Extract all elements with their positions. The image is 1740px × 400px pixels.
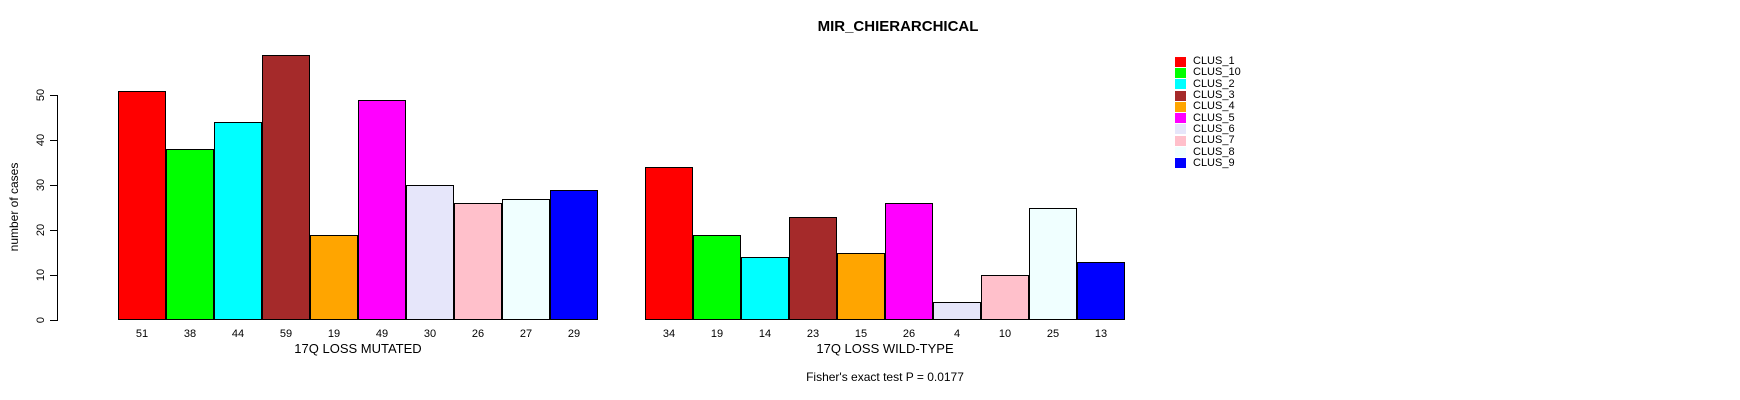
y-axis-tick [50, 275, 57, 276]
y-axis-line [57, 95, 58, 321]
legend-item-clus_10: CLUS_10 [1175, 67, 1241, 78]
bar-clus_1-group2 [645, 167, 693, 320]
bar-clus_6-group2 [933, 302, 981, 320]
legend-item-clus_1: CLUS_1 [1175, 56, 1241, 67]
bar-value-label: 4 [953, 328, 961, 340]
group-label-1: 17Q LOSS MUTATED [294, 341, 422, 356]
legend-item-clus_3: CLUS_3 [1175, 90, 1241, 101]
group-label-2: 17Q LOSS WILD-TYPE [816, 341, 954, 356]
legend-label: CLUS_10 [1193, 66, 1241, 79]
y-axis-tick-label: 10 [35, 268, 47, 282]
legend-swatch [1175, 90, 1186, 101]
legend-swatch [1175, 67, 1186, 78]
legend-item-clus_7: CLUS_7 [1175, 135, 1241, 146]
bar-clus_4-group2 [837, 252, 885, 320]
bar-clus_6-group1 [406, 185, 454, 320]
legend-item-clus_2: CLUS_2 [1175, 77, 1241, 90]
legend-label: CLUS_9 [1193, 156, 1235, 169]
legend-label: CLUS_5 [1193, 111, 1235, 124]
legend-label: CLUS_8 [1193, 145, 1235, 158]
bar-clus_8-group1 [502, 198, 550, 320]
legend-item-clus_9: CLUS_9 [1175, 156, 1241, 169]
legend-swatch [1175, 101, 1186, 112]
legend-label: CLUS_2 [1193, 77, 1235, 90]
legend-label: CLUS_7 [1193, 134, 1235, 147]
y-axis-tick-label: 30 [35, 178, 47, 192]
legend-swatch [1175, 56, 1186, 67]
legend-swatch [1175, 158, 1186, 169]
bar-clus_1-group1 [118, 90, 166, 320]
y-axis-tick [50, 230, 57, 231]
bar-clus_5-group2 [885, 203, 933, 320]
bar-value-label: 15 [854, 328, 868, 340]
legend-item-clus_5: CLUS_5 [1175, 111, 1241, 124]
legend-swatch [1175, 113, 1186, 124]
legend-label: CLUS_1 [1193, 55, 1235, 68]
bar-value-label: 44 [231, 328, 245, 340]
bar-value-label: 29 [567, 328, 581, 340]
bar-clus_5-group1 [358, 99, 406, 320]
bar-clus_3-group1 [262, 54, 310, 320]
y-axis-title: number of cases [7, 162, 21, 252]
y-axis-tick [50, 185, 57, 186]
legend-swatch [1175, 124, 1186, 135]
legend-label: CLUS_4 [1193, 100, 1235, 113]
bar-clus_10-group1 [166, 149, 214, 320]
bar-value-label: 26 [902, 328, 916, 340]
bar-value-label: 38 [183, 328, 197, 340]
bar-clus_2-group1 [214, 122, 262, 320]
legend-item-clus_4: CLUS_4 [1175, 101, 1241, 112]
bar-clus_4-group1 [310, 234, 358, 320]
bar-value-label: 59 [279, 328, 293, 340]
bar-value-label: 25 [1046, 328, 1060, 340]
bar-value-label: 27 [519, 328, 533, 340]
y-axis-tick-label: 20 [35, 223, 47, 237]
legend-item-clus_8: CLUS_8 [1175, 145, 1241, 158]
bar-clus_9-group1 [550, 189, 598, 320]
fisher-test-annotation: Fisher's exact test P = 0.0177 [806, 370, 964, 384]
bar-value-label: 30 [423, 328, 437, 340]
bar-value-label: 26 [471, 328, 485, 340]
legend: CLUS_1 CLUS_10 CLUS_2 CLUS_3 CLUS_4 CLUS_5 CLU… [1175, 56, 1241, 169]
bar-clus_7-group2 [981, 275, 1029, 320]
bar-clus_8-group2 [1029, 207, 1077, 320]
legend-label: CLUS_3 [1193, 89, 1235, 102]
y-axis-tick-label: 40 [35, 133, 47, 147]
bar-value-label: 34 [662, 328, 676, 340]
bar-clus_3-group2 [789, 216, 837, 320]
legend-swatch [1175, 135, 1186, 146]
legend-swatch [1175, 79, 1186, 90]
y-axis-tick-label: 50 [35, 88, 47, 102]
bar-clus_7-group1 [454, 203, 502, 320]
legend-item-clus_6: CLUS_6 [1175, 122, 1241, 135]
bar-value-label: 49 [375, 328, 389, 340]
bar-value-label: 19 [327, 328, 341, 340]
bar-clus_10-group2 [693, 234, 741, 320]
y-axis-tick [50, 95, 57, 96]
bar-clus_2-group2 [741, 257, 789, 320]
bar-value-label: 23 [806, 328, 820, 340]
bar-value-label: 51 [135, 328, 149, 340]
bar-value-label: 14 [758, 328, 772, 340]
y-axis-tick-label: 0 [35, 316, 47, 324]
legend-label: CLUS_6 [1193, 122, 1235, 135]
bar-value-label: 19 [710, 328, 724, 340]
bar-value-label: 13 [1094, 328, 1108, 340]
bar-value-label: 10 [998, 328, 1012, 340]
legend-swatch [1175, 147, 1186, 158]
y-axis-tick [50, 320, 57, 321]
y-axis-tick [50, 140, 57, 141]
bar-clus_9-group2 [1077, 261, 1125, 320]
chart-title: MIR_CHIERARCHICAL [817, 18, 979, 35]
